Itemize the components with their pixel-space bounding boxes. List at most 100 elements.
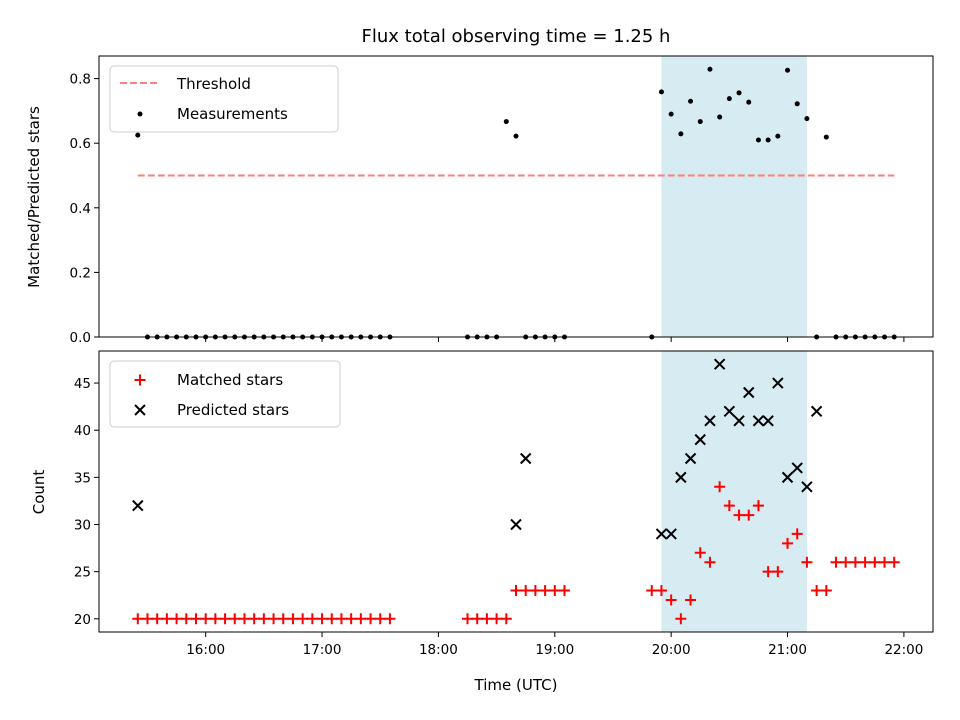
top-legend: Threshold Measurements bbox=[109, 65, 339, 133]
y-tick-label: 45 bbox=[74, 376, 91, 392]
x-tick-label: 20:00 bbox=[652, 642, 691, 658]
measurement-point bbox=[736, 90, 742, 96]
measurement-point bbox=[678, 131, 684, 137]
matched-star-point bbox=[132, 613, 144, 625]
bottom-series-layer bbox=[132, 358, 900, 625]
matched-star-point bbox=[558, 585, 570, 597]
measurement-point bbox=[717, 114, 723, 120]
legend-predicted-label: Predicted stars bbox=[177, 401, 289, 419]
predicted-star-point bbox=[694, 433, 706, 446]
matched-star-point bbox=[190, 613, 202, 625]
predicted-star-point bbox=[684, 452, 697, 465]
matched-star-point bbox=[694, 547, 706, 559]
measurement-point bbox=[823, 134, 829, 140]
x-tick-label: 22:00 bbox=[884, 642, 923, 658]
measurement-point bbox=[135, 132, 141, 138]
matched-star-point bbox=[335, 613, 347, 625]
matched-star-point bbox=[782, 537, 794, 549]
y-tick-label: 25 bbox=[74, 565, 91, 581]
predicted-star-point bbox=[519, 452, 532, 465]
predicted-star-point bbox=[704, 415, 716, 427]
y-tick-label: 20 bbox=[74, 612, 91, 628]
matched-star-point bbox=[888, 556, 900, 568]
matched-star-point bbox=[209, 613, 221, 625]
x-tick-label: 18:00 bbox=[419, 642, 458, 658]
bottom-x-ticks: 16:00 17:00 18:00 19:00 20:00 21:00 22:00 bbox=[186, 632, 923, 658]
measurement-point bbox=[697, 119, 703, 125]
matched-star-point bbox=[791, 528, 803, 540]
matched-star-point bbox=[879, 556, 891, 568]
x-tick-label: 21:00 bbox=[768, 642, 807, 658]
matched-star-point bbox=[520, 585, 532, 597]
bottom-y-ticks: 20 25 30 35 40 45 bbox=[74, 376, 99, 628]
predicted-star-point bbox=[723, 405, 736, 418]
matched-star-point bbox=[345, 613, 357, 625]
predicted-star-point bbox=[675, 471, 687, 484]
measurement-point bbox=[775, 133, 781, 139]
matched-star-point bbox=[180, 613, 192, 625]
y-tick-label: 40 bbox=[74, 423, 91, 439]
matched-star-point bbox=[326, 613, 338, 625]
top-highlight-span bbox=[661, 56, 807, 337]
matched-star-point bbox=[801, 556, 813, 568]
matched-star-point bbox=[539, 585, 551, 597]
measurement-point bbox=[513, 133, 519, 139]
matched-star-point bbox=[733, 509, 745, 521]
matched-star-point bbox=[161, 613, 173, 625]
matched-star-point bbox=[723, 500, 735, 512]
x-axis-label: Time (UTC) bbox=[474, 676, 558, 694]
predicted-star-point bbox=[781, 471, 794, 484]
x-tick-label: 16:00 bbox=[186, 642, 225, 658]
matched-star-point bbox=[365, 613, 377, 625]
bottom-panel: 20 25 30 35 40 45 16:00 17:00 18:00 19:00 20:00 21… bbox=[30, 350, 934, 694]
matched-star-point bbox=[685, 594, 697, 606]
y-tick-label: 30 bbox=[74, 518, 91, 534]
matched-star-point bbox=[355, 613, 367, 625]
measurement-point bbox=[658, 89, 664, 95]
measurement-point bbox=[503, 119, 509, 125]
predicted-star-point bbox=[762, 415, 774, 427]
matched-star-point bbox=[704, 556, 716, 568]
matched-star-point bbox=[316, 613, 328, 625]
matched-star-point bbox=[200, 613, 212, 625]
matched-star-point bbox=[268, 613, 280, 625]
bottom-highlight-span bbox=[661, 351, 807, 632]
matched-star-point bbox=[772, 566, 784, 578]
bottom-plot-frame bbox=[98, 350, 934, 633]
matched-star-point bbox=[646, 585, 658, 597]
matched-star-point bbox=[297, 613, 309, 625]
measurement-point bbox=[785, 67, 791, 73]
matched-star-point bbox=[277, 613, 289, 625]
predicted-star-point bbox=[810, 405, 823, 418]
measurement-point bbox=[688, 98, 694, 104]
predicted-star-point bbox=[510, 518, 522, 531]
x-tick-label: 19:00 bbox=[535, 642, 574, 658]
top-y-ticks: 0.0 0.2 0.4 0.6 0.8 bbox=[70, 72, 99, 346]
matched-star-point bbox=[820, 585, 832, 597]
matched-star-point bbox=[762, 566, 774, 578]
chart-title: Flux total observing time = 1.25 h bbox=[362, 26, 671, 47]
matched-star-point bbox=[248, 613, 260, 625]
measurement-point bbox=[755, 137, 761, 143]
y-tick-label: 35 bbox=[74, 470, 91, 486]
predicted-star-point bbox=[713, 358, 726, 370]
matched-star-point bbox=[510, 585, 522, 597]
matched-star-point bbox=[830, 556, 842, 568]
matched-star-point bbox=[229, 613, 241, 625]
measurement-point bbox=[746, 99, 752, 105]
predicted-star-point bbox=[791, 462, 803, 474]
bottom-legend: Matched stars Predicted stars bbox=[109, 360, 341, 428]
bottom-legend-box bbox=[109, 360, 341, 428]
matched-star-point bbox=[481, 613, 493, 625]
matched-star-point bbox=[849, 556, 861, 568]
matched-star-point bbox=[665, 594, 677, 606]
matched-star-point bbox=[462, 613, 474, 625]
matched-star-point bbox=[859, 556, 871, 568]
predicted-star-point bbox=[772, 377, 784, 389]
y-tick-label: 0.4 bbox=[70, 201, 91, 217]
legend-predicted-swatch bbox=[134, 404, 146, 416]
y-tick-label: 0.2 bbox=[70, 265, 91, 281]
matched-star-point bbox=[675, 613, 687, 625]
legend-measurements-label: Measurements bbox=[177, 105, 288, 123]
